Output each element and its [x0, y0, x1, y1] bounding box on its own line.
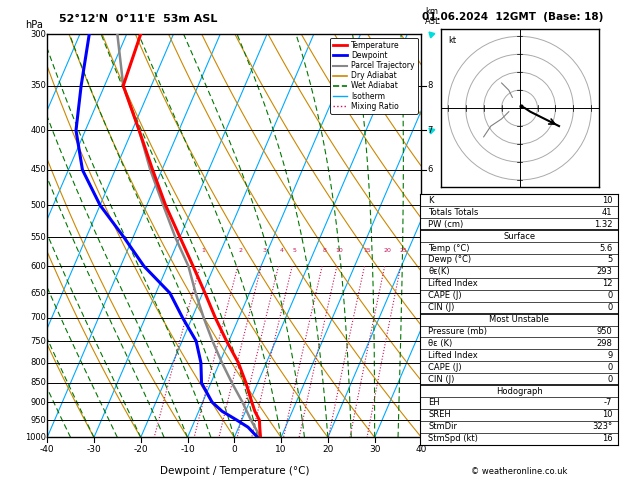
Text: 323°: 323°	[593, 422, 613, 431]
Text: Temp (°C): Temp (°C)	[428, 243, 470, 253]
Text: km
ASL: km ASL	[425, 7, 441, 26]
Text: 1000: 1000	[25, 433, 47, 442]
Text: 7: 7	[427, 126, 432, 135]
Text: -10: -10	[180, 446, 195, 454]
Text: 750: 750	[31, 336, 47, 346]
Text: θε(K): θε(K)	[428, 267, 450, 277]
Text: 30: 30	[369, 446, 381, 454]
Text: © weatheronline.co.uk: © weatheronline.co.uk	[470, 467, 567, 476]
Text: 1: 1	[427, 398, 432, 407]
Text: θε (K): θε (K)	[428, 339, 452, 348]
Text: 52°12'N  0°11'E  53m ASL: 52°12'N 0°11'E 53m ASL	[59, 14, 218, 24]
Text: 9: 9	[607, 351, 613, 360]
Text: CIN (J): CIN (J)	[428, 375, 455, 383]
Text: 450: 450	[31, 165, 47, 174]
Text: 4: 4	[279, 248, 283, 253]
Text: Totals Totals: Totals Totals	[428, 208, 479, 217]
Text: 2: 2	[239, 248, 243, 253]
Text: 20: 20	[322, 446, 333, 454]
Text: 0: 0	[607, 375, 613, 383]
Text: 10: 10	[602, 410, 613, 419]
Text: 3: 3	[427, 313, 432, 322]
Text: CAPE (J): CAPE (J)	[428, 291, 462, 300]
Text: CIN (J): CIN (J)	[428, 303, 455, 312]
Text: 0: 0	[607, 303, 613, 312]
Text: 650: 650	[31, 289, 47, 297]
Text: 41: 41	[602, 208, 613, 217]
Text: 293: 293	[596, 267, 613, 277]
Text: 5.6: 5.6	[599, 243, 613, 253]
Text: -7: -7	[604, 399, 613, 407]
Text: StmDir: StmDir	[428, 422, 457, 431]
Text: Most Unstable: Most Unstable	[489, 315, 549, 324]
Text: 5: 5	[293, 248, 297, 253]
Text: 16: 16	[602, 434, 613, 443]
Text: 1: 1	[201, 248, 205, 253]
Text: 8: 8	[427, 81, 432, 90]
Text: 12: 12	[602, 279, 613, 288]
Text: hPa: hPa	[25, 20, 43, 30]
Text: Hodograph: Hodograph	[496, 386, 543, 396]
Text: 700: 700	[31, 313, 47, 322]
Text: 0: 0	[231, 446, 237, 454]
Text: Dewpoint / Temperature (°C): Dewpoint / Temperature (°C)	[160, 466, 309, 476]
Text: 950: 950	[31, 416, 47, 425]
Text: -40: -40	[40, 446, 55, 454]
Text: Lifted Index: Lifted Index	[428, 351, 478, 360]
Text: K: K	[428, 196, 433, 205]
Text: 500: 500	[31, 201, 47, 209]
Text: 300: 300	[31, 30, 47, 38]
Text: 6: 6	[427, 165, 432, 174]
Text: 1.32: 1.32	[594, 220, 613, 229]
Text: 600: 600	[31, 262, 47, 271]
Text: 400: 400	[31, 126, 47, 135]
Text: 850: 850	[31, 379, 47, 387]
Text: 40: 40	[416, 446, 427, 454]
Text: 4: 4	[427, 262, 432, 271]
Text: 298: 298	[596, 339, 613, 348]
Text: 10: 10	[335, 248, 343, 253]
Text: SREH: SREH	[428, 410, 451, 419]
Text: -20: -20	[133, 446, 148, 454]
Text: 15: 15	[363, 248, 371, 253]
Text: -30: -30	[87, 446, 101, 454]
Text: 950: 950	[597, 327, 613, 336]
Text: Surface: Surface	[503, 232, 535, 241]
Text: 550: 550	[31, 233, 47, 242]
Text: CAPE (J): CAPE (J)	[428, 363, 462, 372]
Text: 0: 0	[607, 363, 613, 372]
Text: 2: 2	[427, 358, 432, 367]
Text: Dewp (°C): Dewp (°C)	[428, 256, 471, 264]
Text: Mixing Ratio (g/kg): Mixing Ratio (g/kg)	[454, 196, 464, 276]
Text: 8: 8	[323, 248, 326, 253]
Text: LCL: LCL	[427, 433, 442, 442]
Text: 10: 10	[276, 446, 287, 454]
Legend: Temperature, Dewpoint, Parcel Trajectory, Dry Adiabat, Wet Adiabat, Isotherm, Mi: Temperature, Dewpoint, Parcel Trajectory…	[330, 38, 418, 114]
Text: 20: 20	[383, 248, 391, 253]
Text: 5: 5	[607, 256, 613, 264]
Text: EH: EH	[428, 399, 440, 407]
Text: StmSpd (kt): StmSpd (kt)	[428, 434, 478, 443]
Text: 900: 900	[31, 398, 47, 407]
Text: 01.06.2024  12GMT  (Base: 18): 01.06.2024 12GMT (Base: 18)	[422, 12, 603, 22]
Text: kt: kt	[448, 36, 456, 45]
Text: 10: 10	[602, 196, 613, 205]
Text: 0: 0	[607, 291, 613, 300]
Text: Pressure (mb): Pressure (mb)	[428, 327, 487, 336]
Text: Lifted Index: Lifted Index	[428, 279, 478, 288]
Text: 350: 350	[31, 81, 47, 90]
Text: 5: 5	[427, 201, 432, 209]
Text: 3: 3	[262, 248, 266, 253]
Text: 25: 25	[399, 248, 407, 253]
Text: 800: 800	[31, 358, 47, 367]
Text: PW (cm): PW (cm)	[428, 220, 464, 229]
